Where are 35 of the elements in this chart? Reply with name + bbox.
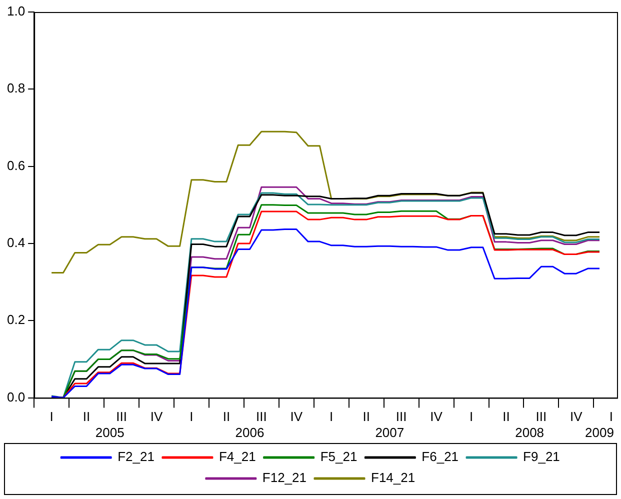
x-tick-label: I bbox=[469, 409, 474, 424]
x-tick-label: II bbox=[502, 409, 510, 424]
x-tick-label: 2006 bbox=[235, 424, 264, 440]
legend-label: F5_21 bbox=[320, 449, 358, 464]
legend-label: F9_21 bbox=[523, 449, 560, 464]
x-tick-label: 2007 bbox=[375, 424, 404, 440]
x-tick-label: II bbox=[82, 409, 90, 424]
legend-label: F12_21 bbox=[262, 470, 307, 486]
x-tick-label: III bbox=[256, 409, 267, 424]
x-tick-label: III bbox=[396, 409, 407, 424]
y-tick-label: 0.8 bbox=[6, 80, 26, 96]
x-tick-label: II bbox=[362, 409, 370, 424]
y-tick-label: 0.4 bbox=[6, 235, 26, 250]
x-tick-label: III bbox=[116, 409, 127, 424]
x-tick-label: II bbox=[222, 409, 230, 424]
x-tick-label: IV bbox=[430, 409, 443, 424]
x-tick-label: IV bbox=[150, 409, 163, 424]
y-tick-label: 1.0 bbox=[6, 4, 26, 19]
x-tick-label: I bbox=[609, 409, 613, 424]
legend-label: F6_21 bbox=[422, 449, 459, 464]
y-tick-label: 0.2 bbox=[6, 312, 26, 328]
y-tick-label: 0.6 bbox=[6, 158, 26, 173]
x-tick-label: IV bbox=[570, 409, 583, 424]
x-tick-label: IV bbox=[290, 409, 303, 424]
y-tick-label: 0.0 bbox=[6, 389, 26, 404]
x-tick-label: I bbox=[190, 409, 194, 424]
x-tick-label: I bbox=[330, 409, 334, 424]
x-tick-label: 2009 bbox=[585, 424, 614, 440]
legend-label: F14_21 bbox=[371, 470, 416, 486]
x-tick-label: 2008 bbox=[515, 424, 544, 440]
x-tick-label: 2005 bbox=[95, 424, 124, 440]
legend-label: F2_21 bbox=[118, 449, 154, 464]
x-tick-label: I bbox=[50, 409, 54, 424]
x-tick-label: III bbox=[536, 409, 547, 424]
legend-label: F4_21 bbox=[218, 449, 256, 464]
